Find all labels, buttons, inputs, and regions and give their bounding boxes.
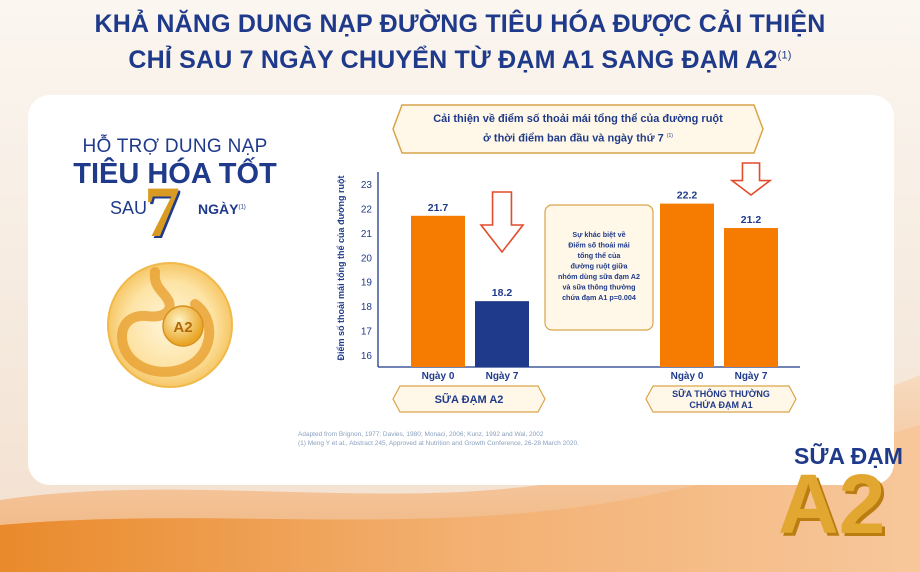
brand-logo-a2: A2 [778,457,886,551]
y-tick-label: 19 [361,278,373,289]
page-title-line2: CHỈ SAU 7 NGÀY CHUYỂN TỪ ĐẠM A1 SANG ĐẠM… [0,46,920,75]
group-label-shape [392,385,546,413]
left-ngay-text: NGÀY [198,201,239,217]
banner-text: Cải thiện về điểm số thoải mái tổng thể … [392,111,764,148]
bar-value-label: 21.2 [741,214,762,226]
y-tick-label: 20 [361,253,373,264]
banner-line2: ở thời điểm ban đầu và ngày thứ 7 [483,132,664,145]
y-tick-label: 17 [361,326,373,337]
y-tick-label: 16 [361,351,373,362]
y-tick-label: 21 [361,229,373,240]
group-label-a1-line1: SỮA THÔNG THƯỜNG [672,388,770,399]
x-tick-label: Ngày 0 [422,371,455,382]
left-sau-label: SAU [110,198,148,218]
down-arrow-icon [479,191,525,254]
y-tick-label: 23 [361,180,373,191]
callout-line: nhóm dùng sữa đạm A2 [558,272,640,281]
group-label-a1-line2: CHỨA ĐẠM A1 [689,399,752,410]
bar [475,301,529,367]
reference-line2: (1) Meng Y et al., Abstract 245, Approve… [298,440,579,447]
callout-box [544,204,654,331]
group-label-a2: SỮA ĐẠM A2 [435,393,504,406]
page-title-line1: KHẢ NĂNG DUNG NẠP ĐƯỜNG TIÊU HÓA ĐƯỢC CẢ… [94,10,826,38]
bar-value-label: 21.7 [428,202,449,214]
stomach-illustration-icon: A2 [107,262,233,388]
left-ngay-label: NGÀY(1) [198,201,246,217]
left-ngay-footnote: (1) [238,204,246,211]
chart-labels: 21.7 Ngày 0 18.2 Ngày 7 22.2 Ngày 0 21.2 Ngày 7 [422,190,768,382]
references: Adapted from Brignon, 1977; Davies, 1980… [298,430,579,448]
y-tick-label: 18 [361,302,373,313]
x-tick-label: Ngày 0 [671,371,704,382]
banner-footnote: (1) [666,133,673,139]
callout-line: chứa đạm A1 p=0.004 [562,293,636,302]
banner-line1: Cải thiện về điểm số thoải mái tổng thể … [433,113,723,125]
callout-line: Điểm số thoải mái [568,241,630,250]
page-title-line2-text: CHỈ SAU 7 NGÀY CHUYỂN TỪ ĐẠM A1 SANG ĐẠM… [128,46,778,74]
brand-line1: SỮA ĐẠM [794,443,903,469]
banner-line2-wrap: ở thời điểm ban đầu và ngày thứ 7 (1) [392,128,764,148]
stomach-a2-label: A2 [173,319,192,336]
banner-shape [392,104,764,154]
left-seven-number: 7 [144,172,180,252]
chart-bars [411,203,778,367]
y-tick-label: 22 [361,204,373,215]
x-tick-label: Ngày 7 [486,371,519,382]
callout-line: tổng thể của [578,251,622,260]
down-arrow-icon [729,162,773,197]
left-heading-line1: HỖ TRỢ DUNG NẠP [82,136,268,157]
bar-value-label: 22.2 [677,190,698,202]
reference-line1: Adapted from Brignon, 1977; Davies, 1980… [298,431,544,438]
bar [724,227,778,367]
x-tick-label: Ngày 7 [735,371,768,382]
left-heading-line2: TIÊU HÓA TỐT [73,158,277,190]
callout-line: đường ruột giữa [570,262,628,271]
callout-line: và sữa thông thường [562,283,635,292]
group-label-shape [645,385,797,413]
bar [411,215,465,367]
bar-value-label: 18.2 [492,287,513,299]
bar [660,203,714,367]
callout-line: Sự khác biệt về [572,230,625,239]
y-axis-title: Điểm số thoải mái tổng thể của đường ruộ… [336,176,346,361]
page-title-footnote: (1) [777,49,792,62]
